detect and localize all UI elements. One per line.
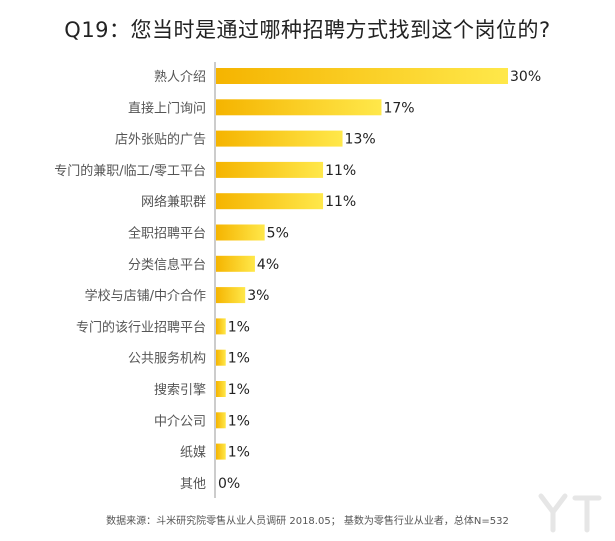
- bar: [216, 349, 226, 366]
- value-label: 1%: [228, 351, 250, 367]
- bar: [216, 287, 246, 304]
- bar: [216, 224, 265, 241]
- value-label: 11%: [325, 163, 356, 179]
- bar: [216, 412, 226, 429]
- value-label: 1%: [228, 382, 250, 398]
- value-label: 1%: [228, 445, 250, 461]
- category-label: 纸媒: [180, 446, 206, 461]
- value-label: 1%: [228, 319, 250, 335]
- category-label: 熟人介绍: [154, 69, 206, 85]
- value-label: 3%: [247, 288, 269, 304]
- category-label: 分类信息平台: [128, 257, 206, 273]
- chart-title: Q19：您当时是通过哪种招聘方式找到这个岗位的?: [64, 18, 551, 42]
- category-label: 专门的该行业招聘平台: [76, 319, 206, 335]
- bar: [216, 318, 226, 335]
- value-label: 1%: [228, 413, 250, 429]
- value-label: 5%: [267, 226, 289, 242]
- source-note: 数据来源：斗米研究院零售从业人员调研 2018.05； 基数为零售行业从业者，总…: [106, 516, 509, 527]
- bar: [216, 443, 226, 460]
- value-label: 11%: [325, 194, 356, 210]
- category-label: 专门的兼职/临工/零工平台: [54, 163, 206, 179]
- bar: [216, 161, 324, 178]
- category-label: 中介公司: [154, 414, 206, 429]
- value-label: 4%: [257, 257, 279, 273]
- value-label: 30%: [510, 69, 541, 85]
- bar: [216, 381, 226, 397]
- value-label: 13%: [345, 132, 376, 148]
- logo-watermark-icon: [538, 493, 602, 533]
- category-label: 其他: [180, 477, 206, 492]
- category-label: 搜索引擎: [154, 383, 206, 398]
- category-label: 直接上门询问: [128, 100, 206, 116]
- category-label: 网络兼职群: [141, 194, 206, 210]
- bar: [216, 130, 343, 147]
- category-label: 公共服务机构: [128, 351, 206, 367]
- category-label: 全职招聘平台: [128, 226, 206, 242]
- bar: [216, 193, 324, 210]
- category-label: 学校与店铺/中介合作: [85, 288, 206, 304]
- bar: [216, 68, 508, 84]
- bar: [216, 99, 382, 116]
- category-label: 店外张贴的广告: [115, 132, 206, 148]
- bar: [216, 255, 255, 272]
- value-label: 0%: [218, 476, 240, 492]
- value-label: 17%: [383, 100, 414, 116]
